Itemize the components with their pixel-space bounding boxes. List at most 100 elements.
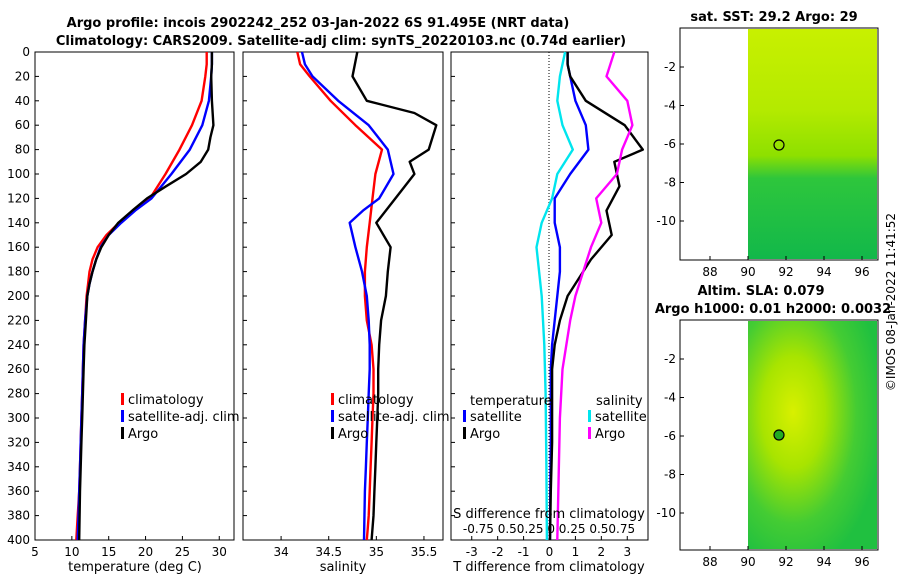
depth-tick-label: 280 [7, 387, 30, 401]
legend-s-satellite-swatch [588, 410, 591, 422]
x-tick-label: 10 [64, 545, 79, 559]
sla-map-axes: 88 90 92 94 96 -2 -4 -6 -8 -10 [656, 352, 869, 569]
map-x-tick-label: 92 [778, 265, 793, 279]
map-y-tick-label: -10 [656, 506, 676, 520]
figure-title-line2: Climatology: CARS2009. Satellite-adj cli… [56, 34, 626, 49]
map-x-tick-label: 88 [702, 265, 717, 279]
temperature-axis-label: temperature (deg C) [68, 560, 202, 575]
legend-climatology-swatch [331, 393, 334, 405]
map-y-tick-label: -4 [664, 99, 676, 113]
depth-tick-label: 340 [7, 460, 30, 474]
depth-tick-label: 180 [7, 265, 30, 279]
depth-tick-label: 360 [7, 484, 30, 498]
sla-map-title-line1: Altim. SLA: 0.079 [698, 284, 825, 299]
depth-tick-label: 120 [7, 191, 30, 205]
legend-t-satellite-swatch [463, 410, 466, 422]
map-x-tick-label: 90 [740, 555, 755, 569]
depth-tick-label: 20 [15, 69, 30, 83]
legend-argo-label: Argo [338, 427, 368, 442]
x-tick-label: -1 [518, 545, 530, 559]
x-tick-label: 1 [572, 545, 580, 559]
s-difference-tick-labels: -0.75 0.50.25 0 0.25 0.50.75 [463, 522, 635, 536]
imos-credit: ©IMOS 08-Jan-2022 11:41:52 [884, 213, 898, 391]
difference-panel: -3 -2 -1 0 1 2 3 [451, 51, 644, 559]
legend-climatology-label: climatology [128, 393, 204, 408]
map-x-tick-label: 88 [702, 555, 717, 569]
depth-tick-label: 160 [7, 240, 30, 254]
map-x-tick-label: 96 [854, 265, 869, 279]
difference-legend: temperature salinity satellite Argo sate… [463, 394, 647, 442]
legend-t-argo-label: Argo [470, 427, 500, 442]
map-x-tick-label: 94 [816, 555, 831, 569]
map-y-tick-label: -8 [664, 468, 676, 482]
x-tick-label: 0 [546, 545, 554, 559]
salinity-axis-label: salinity [320, 560, 367, 575]
legend-climatology-swatch [121, 393, 124, 405]
series-line-temperature-argo [548, 52, 644, 541]
map-x-tick-label: 90 [740, 265, 755, 279]
x-tick-label: 30 [212, 545, 227, 559]
sla-map-title-line2: Argo h1000: 0.01 h2000: 0.0032 [655, 302, 891, 317]
legend-t-satellite-label: satellite [470, 410, 522, 425]
depth-tick-label: 320 [7, 435, 30, 449]
figure-title-line1: Argo profile: incois 2902242_252 03-Jan-… [67, 16, 570, 31]
x-tick-label: 25 [175, 545, 190, 559]
x-tick-label: -3 [466, 545, 478, 559]
legend-t-argo-swatch [463, 427, 466, 439]
map-x-tick-label: 92 [778, 555, 793, 569]
depth-tick-label: 80 [15, 143, 30, 157]
sla-map-field [748, 321, 877, 549]
legend-s-argo-label: Argo [595, 427, 625, 442]
temperature-panel-frame [34, 51, 235, 541]
x-tick-label: -2 [492, 545, 504, 559]
map-y-tick-label: -10 [656, 214, 676, 228]
series-line-argo [351, 51, 438, 541]
x-tick-label: 34.5 [315, 545, 342, 559]
depth-tick-label: 400 [7, 533, 30, 547]
temperature-legend: climatology satellite-adj. clim Argo [121, 393, 240, 442]
legend-climatology-label: climatology [338, 393, 414, 408]
depth-tick-label: 60 [15, 118, 30, 132]
temperature-panel: 5 10 15 20 25 30 [31, 51, 227, 559]
legend-s-argo-swatch [588, 427, 591, 439]
legend-argo-swatch [121, 427, 124, 439]
x-tick-label: 2 [598, 545, 606, 559]
legend-satellite-swatch [121, 410, 124, 422]
series-line-climatology [296, 51, 384, 541]
legend-salinity-title: salinity [596, 394, 643, 409]
sst-map-axes: 88 90 92 94 96 -2 -4 -6 -8 -10 [656, 60, 869, 279]
series-line-climatology [75, 52, 208, 541]
sst-argo-location-marker [773, 139, 785, 151]
salinity-legend: climatology satellite-adj. clim Argo [331, 393, 450, 442]
depth-axis: 0 20 40 60 80 100 120 140 160 180 200 220 240 260 280 3… [7, 45, 30, 547]
salinity-panel: 34 34.5 35 35.5 [243, 51, 438, 559]
depth-tick-label: 200 [7, 289, 30, 303]
legend-satellite-label: satellite-adj. clim [338, 410, 450, 425]
map-y-tick-label: -8 [664, 176, 676, 190]
map-y-tick-label: -2 [664, 352, 676, 366]
legend-argo-label: Argo [128, 427, 158, 442]
sst-map-field [748, 29, 877, 259]
series-line-argo [78, 52, 215, 541]
depth-tick-label: 300 [7, 411, 30, 425]
depth-tick-label: 260 [7, 362, 30, 376]
x-tick-label: 35.5 [411, 545, 438, 559]
x-tick-label: 5 [31, 545, 39, 559]
depth-tick-label: 100 [7, 167, 30, 181]
x-tick-label: 3 [623, 545, 631, 559]
x-tick-label: 20 [138, 545, 153, 559]
depth-tick-label: 40 [15, 94, 30, 108]
depth-tick-label: 140 [7, 216, 30, 230]
t-difference-axis-label: T difference from climatology [452, 560, 645, 575]
series-line-salinity-argo [556, 51, 634, 541]
depth-tick-label: 380 [7, 509, 30, 523]
salinity-panel-frame [242, 51, 444, 541]
x-tick-label: 35 [369, 545, 384, 559]
map-y-tick-label: -6 [664, 429, 676, 443]
map-y-tick-label: -6 [664, 137, 676, 151]
x-tick-label: 34 [273, 545, 288, 559]
map-y-tick-label: -2 [664, 60, 676, 74]
map-y-tick-label: -4 [664, 391, 676, 405]
depth-tick-label: 0 [22, 45, 30, 59]
